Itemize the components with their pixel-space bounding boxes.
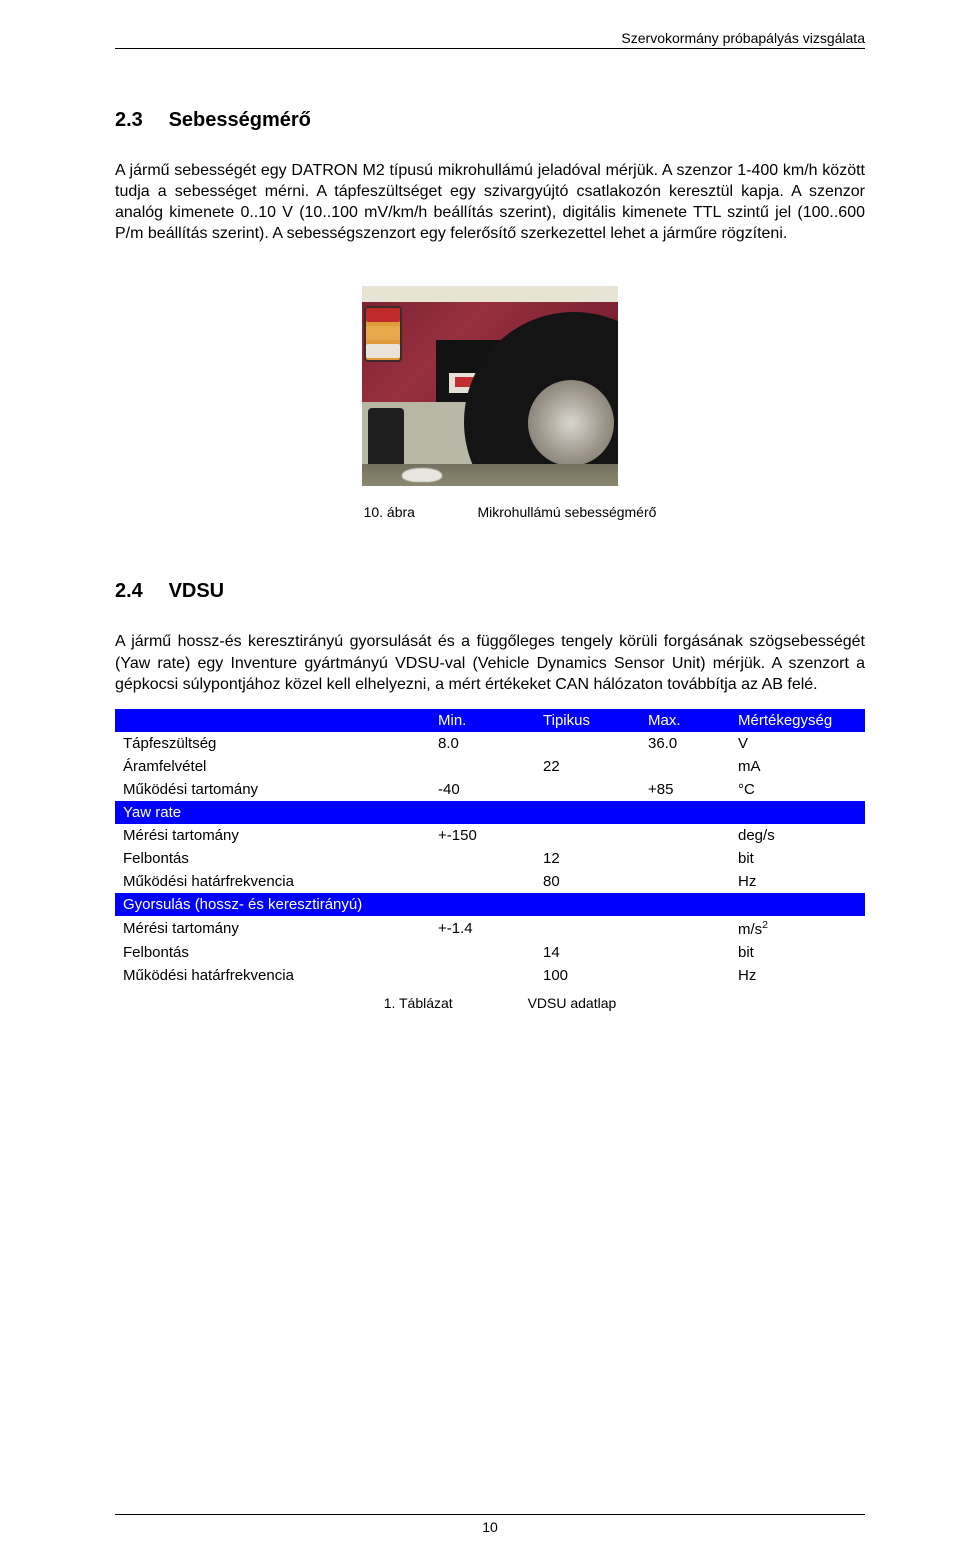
table-cell-param: Felbontás — [115, 941, 430, 964]
table-cell-value — [640, 870, 730, 893]
table-cell-value: 36.0 — [640, 732, 730, 755]
table-cell-value — [535, 916, 640, 941]
table-row: Mérési tartomány+-150 deg/s — [115, 824, 865, 847]
table-cell-value — [430, 870, 535, 893]
table-cell-value: mA — [730, 755, 865, 778]
table-cell-value: +85 — [640, 778, 730, 801]
section-2-3-heading: 2.3 Sebességmérő — [115, 109, 865, 132]
section-2-4-heading: 2.4 VDSU — [115, 580, 865, 603]
figure-10-label: 10. ábra — [364, 504, 474, 520]
table-cell-value — [535, 778, 640, 801]
vdsu-spec-table: Min. Tipikus Max. Mértékegység Tápfeszül… — [115, 709, 865, 987]
table-cell-value — [640, 824, 730, 847]
table-row: Gyorsulás (hossz- és keresztirányú) — [115, 893, 865, 916]
table-header-min: Min. — [430, 709, 535, 732]
table-row: Tápfeszültség8.0 36.0V — [115, 732, 865, 755]
table-cell-value — [640, 755, 730, 778]
running-head: Szervokormány próbapályás vizsgálata — [115, 30, 865, 49]
table-cell-value: Hz — [730, 870, 865, 893]
figure-10-image — [362, 286, 618, 486]
table-cell-param: Mérési tartomány — [115, 916, 430, 941]
table-cell-value — [430, 941, 535, 964]
table-cell-value: +-1.4 — [430, 916, 535, 941]
table-row: Működési határfrekvencia 80 Hz — [115, 870, 865, 893]
table-1-caption-text: VDSU adatlap — [528, 995, 617, 1011]
table-cell-value — [430, 847, 535, 870]
table-cell-value — [430, 755, 535, 778]
section-2-4-paragraph: A jármű hossz-és keresztirányú gyorsulás… — [115, 631, 865, 694]
table-cell-value — [640, 847, 730, 870]
table-section-label: Yaw rate — [115, 801, 865, 824]
table-cell-value: bit — [730, 941, 865, 964]
table-cell-value: °C — [730, 778, 865, 801]
table-cell-param: Működési tartomány — [115, 778, 430, 801]
table-cell-value — [430, 964, 535, 987]
table-cell-value — [535, 824, 640, 847]
table-cell-value: -40 — [430, 778, 535, 801]
table-row: Yaw rate — [115, 801, 865, 824]
table-cell-value: 14 — [535, 941, 640, 964]
table-cell-value: Hz — [730, 964, 865, 987]
table-row: Felbontás 14 bit — [115, 941, 865, 964]
table-cell-value: 80 — [535, 870, 640, 893]
table-header-param — [115, 709, 430, 732]
table-cell-value: +-150 — [430, 824, 535, 847]
section-2-3-paragraph: A jármű sebességét egy DATRON M2 típusú … — [115, 160, 865, 244]
table-cell-value: bit — [730, 847, 865, 870]
table-cell-value — [640, 941, 730, 964]
table-cell-value: 22 — [535, 755, 640, 778]
table-cell-param: Tápfeszültség — [115, 732, 430, 755]
table-cell-value — [640, 964, 730, 987]
section-2-3-number: 2.3 — [115, 109, 163, 132]
table-row: Mérési tartomány+-1.4 m/s2 — [115, 916, 865, 941]
table-1-caption: 1. Táblázat VDSU adatlap — [115, 995, 865, 1011]
table-cell-value — [535, 732, 640, 755]
table-cell-param: Mérési tartomány — [115, 824, 430, 847]
section-2-3-title: Sebességmérő — [169, 109, 311, 131]
table-cell-param: Áramfelvétel — [115, 755, 430, 778]
table-header-typ: Tipikus — [535, 709, 640, 732]
table-header-max: Max. — [640, 709, 730, 732]
page-number: 10 — [482, 1519, 498, 1535]
table-1-label: 1. Táblázat — [384, 995, 524, 1011]
table-cell-value: V — [730, 732, 865, 755]
table-section-label: Gyorsulás (hossz- és keresztirányú) — [115, 893, 865, 916]
table-cell-param: Működési határfrekvencia — [115, 964, 430, 987]
section-2-4-title: VDSU — [169, 580, 225, 602]
section-2-4-number: 2.4 — [115, 580, 163, 603]
table-row: Áramfelvétel 22 mA — [115, 755, 865, 778]
table-header-row: Min. Tipikus Max. Mértékegység — [115, 709, 865, 732]
figure-10-caption: 10. ábra Mikrohullámú sebességmérő — [115, 504, 865, 520]
table-cell-value: 8.0 — [430, 732, 535, 755]
table-row: Felbontás 12 bit — [115, 847, 865, 870]
table-cell-value: 100 — [535, 964, 640, 987]
table-cell-param: Működési határfrekvencia — [115, 870, 430, 893]
table-header-unit: Mértékegység — [730, 709, 865, 732]
table-cell-value: m/s2 — [730, 916, 865, 941]
table-cell-param: Felbontás — [115, 847, 430, 870]
figure-10-caption-text: Mikrohullámú sebességmérő — [477, 504, 656, 520]
table-cell-value: deg/s — [730, 824, 865, 847]
table-cell-value: 12 — [535, 847, 640, 870]
page-footer: 10 — [115, 1514, 865, 1535]
table-row: Működési tartomány-40 +85°C — [115, 778, 865, 801]
page: Szervokormány próbapályás vizsgálata 2.3… — [0, 0, 960, 1565]
table-row: Működési határfrekvencia 100 Hz — [115, 964, 865, 987]
table-cell-value — [640, 916, 730, 941]
